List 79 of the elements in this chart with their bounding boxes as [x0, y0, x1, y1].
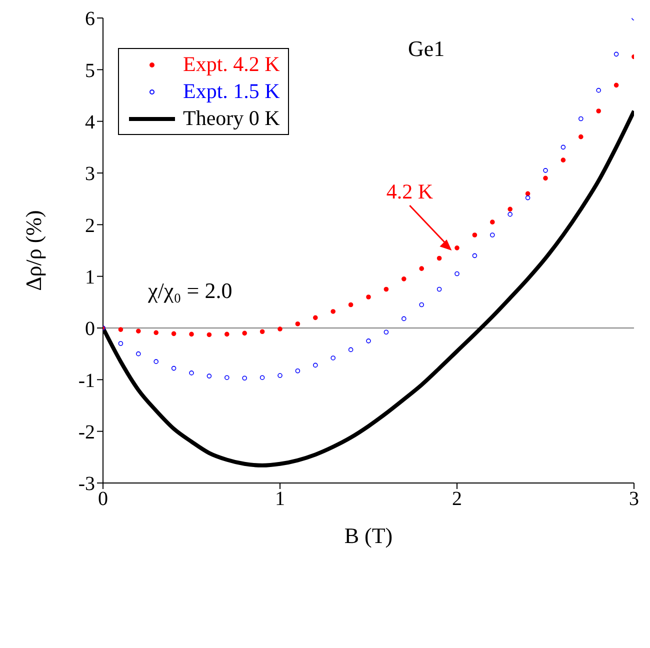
y-tick-label: 1: [85, 266, 95, 288]
y-axis-title: Δρ/ρ (%): [20, 210, 46, 291]
point: [242, 330, 247, 336]
point: [525, 191, 530, 196]
point: [330, 309, 336, 314]
y-tick-label: -1: [78, 370, 95, 392]
point: [472, 253, 478, 258]
point: [402, 276, 406, 282]
y-tick-label: 2: [85, 214, 95, 237]
point: [224, 375, 230, 380]
point: [295, 368, 300, 374]
point: [136, 351, 141, 356]
x-axis-title: B (T): [344, 523, 393, 548]
point: [118, 341, 124, 346]
point: [419, 302, 424, 308]
point: [384, 330, 389, 335]
y-tick-label: 3: [85, 163, 95, 186]
point: [614, 52, 619, 57]
annotation: 4.2 K: [386, 180, 434, 204]
point: [525, 195, 530, 200]
point: [171, 366, 176, 371]
point: [543, 168, 548, 173]
point: [171, 331, 176, 336]
point: [578, 134, 584, 140]
point: [189, 370, 194, 376]
y-tick-label: 6: [85, 8, 95, 30]
legend-label: Theory 0 K: [183, 105, 280, 132]
point: [313, 315, 318, 320]
y-tick-label: 4: [85, 111, 95, 134]
point: [436, 256, 442, 261]
point: [490, 220, 495, 224]
point: [508, 206, 512, 212]
x-tick-label: 2: [452, 488, 462, 510]
y-tick-label: 5: [85, 60, 95, 82]
y-tick-label: 0: [85, 318, 95, 340]
annotation: χ/χ₀ = 2.0: [148, 278, 232, 304]
point: [189, 332, 194, 337]
point: [136, 328, 141, 334]
point: [454, 271, 460, 276]
point: [508, 212, 512, 217]
point: [260, 375, 265, 380]
point: [295, 321, 300, 326]
x-tick-label: 1: [275, 488, 285, 510]
point: [366, 338, 371, 344]
x-tick-label: 3: [629, 488, 639, 510]
point: [614, 82, 619, 88]
point: [472, 232, 478, 238]
point: [490, 232, 495, 238]
y-tick-label: -2: [78, 421, 95, 444]
annotation: Ge1: [408, 36, 445, 62]
legend-label: Expt. 1.5 K: [183, 78, 280, 105]
legend-label: Expt. 4.2 K: [183, 51, 280, 78]
point: [278, 373, 282, 378]
point: [543, 176, 548, 181]
point: [278, 326, 282, 332]
point: [436, 286, 442, 292]
point: [454, 246, 460, 250]
point: [384, 286, 389, 292]
point: [578, 116, 584, 122]
point: [348, 347, 354, 352]
point: [206, 374, 212, 378]
point: [313, 362, 318, 368]
y-tick-label: -3: [78, 473, 95, 496]
point: [596, 88, 601, 93]
point: [260, 329, 265, 334]
point: [330, 356, 336, 360]
point: [419, 266, 424, 271]
point: [366, 294, 371, 300]
point: [224, 332, 230, 337]
point: [348, 302, 354, 308]
point: [596, 108, 601, 114]
point: [154, 330, 158, 336]
point: [560, 158, 566, 162]
point: [402, 316, 406, 322]
point: [154, 359, 158, 364]
point: [206, 332, 212, 338]
point: [118, 327, 124, 332]
point: [560, 144, 566, 150]
point: [242, 376, 247, 381]
